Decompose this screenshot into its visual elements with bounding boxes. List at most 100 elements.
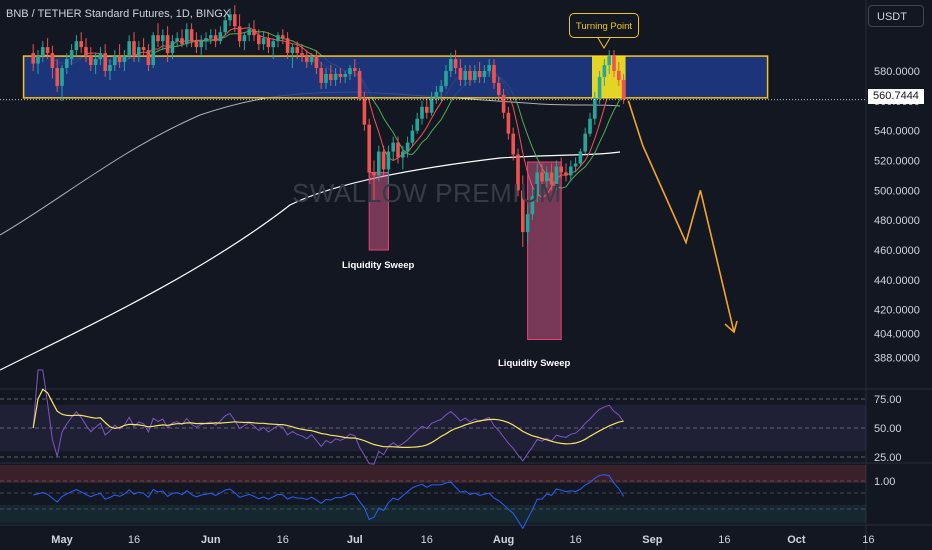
candle [588,112,592,137]
candle [69,44,74,66]
candle-body [117,56,122,63]
candle [569,160,573,182]
candle-body [156,35,160,42]
candle-body [36,56,40,64]
candle-body [477,71,482,77]
candle [521,175,525,248]
candle [185,23,189,48]
candle [285,32,290,60]
candle [79,32,83,54]
candle [425,97,429,119]
candle [607,50,611,74]
candle-body [415,118,419,131]
symbol-title: BNB / TETHER Standard Futures, 1D, BINGX [6,8,231,20]
price-tick-label: 388.0000 [874,352,920,364]
liquidity-sweep-label-1: Liquidity Sweep [342,260,415,271]
candle-body [55,68,59,86]
candle-body [319,68,323,83]
candle-body [405,142,410,152]
liquidity-sweep-box-2 [527,161,562,341]
candle [410,124,415,146]
candle [540,163,544,191]
candle-body [199,41,203,48]
candle [295,41,299,60]
candle [209,29,213,45]
candle-body [367,124,371,173]
candle [396,136,400,164]
time-tick-label: Jun [201,534,221,546]
candle [597,71,602,104]
candle [405,136,410,158]
currency-button[interactable]: USDT [868,5,924,27]
candle [89,47,93,71]
candle-body [391,142,395,152]
candle [593,91,597,125]
candle-body [381,151,386,170]
candle-body [449,59,453,71]
candle [132,32,136,63]
candle [583,127,587,155]
price-tick-label: 500.0000 [874,185,920,197]
candle-body [540,172,544,182]
time-tick-label: Sep [642,534,662,546]
current-price-label: 560.7444 [868,89,924,104]
candle-body [132,41,136,57]
candle [237,14,242,48]
candle-body [50,53,55,69]
candle [276,32,280,48]
candle-body [578,151,583,164]
candle-body [261,38,266,45]
candle [31,44,35,71]
candle-body [583,133,587,152]
candle [300,44,304,63]
candle [487,59,491,77]
candle-body [372,172,376,176]
candle-body [348,68,352,74]
candle-body [434,91,439,98]
candle [180,29,184,48]
candle-body [223,20,227,33]
candle-body [329,73,333,80]
candle-body [218,32,223,42]
candle-body [161,35,165,42]
candle-body [444,71,448,86]
candle-body [31,53,35,64]
candle-body [189,29,194,42]
candle [113,50,117,71]
resistance-zone [22,55,769,99]
candle [103,44,107,77]
candle [156,23,160,48]
candle-body [209,35,213,39]
candle [401,145,405,170]
candle [477,62,482,83]
candle-body [165,35,170,54]
price-tick-label: 460.0000 [874,245,920,257]
time-tick-label: 16 [128,534,140,546]
candle [578,148,583,167]
candle [141,38,146,57]
candle [415,112,419,134]
watermark: SWALLOW PREMIUM [292,178,562,208]
candle [74,35,79,57]
candle-body [103,53,107,71]
rsi-ma-line [32,388,624,448]
candle [501,88,506,119]
candle [55,59,59,92]
time-tick-label: Oct [787,534,806,546]
candle [319,62,323,89]
rsi-tick-label: 25.00 [874,452,902,464]
candle-body [401,151,405,158]
candle-body [506,112,511,134]
candle [444,65,448,89]
candle-body [237,26,242,42]
candle-body [84,47,88,57]
candle-body [60,68,64,86]
candle-body [501,94,506,113]
candle-body [463,71,467,80]
candle-body [290,47,295,54]
liquidity-sweep-label-2: Liquidity Sweep [498,358,571,369]
candle [290,44,295,69]
candle [271,38,275,60]
candle-body [362,97,367,125]
